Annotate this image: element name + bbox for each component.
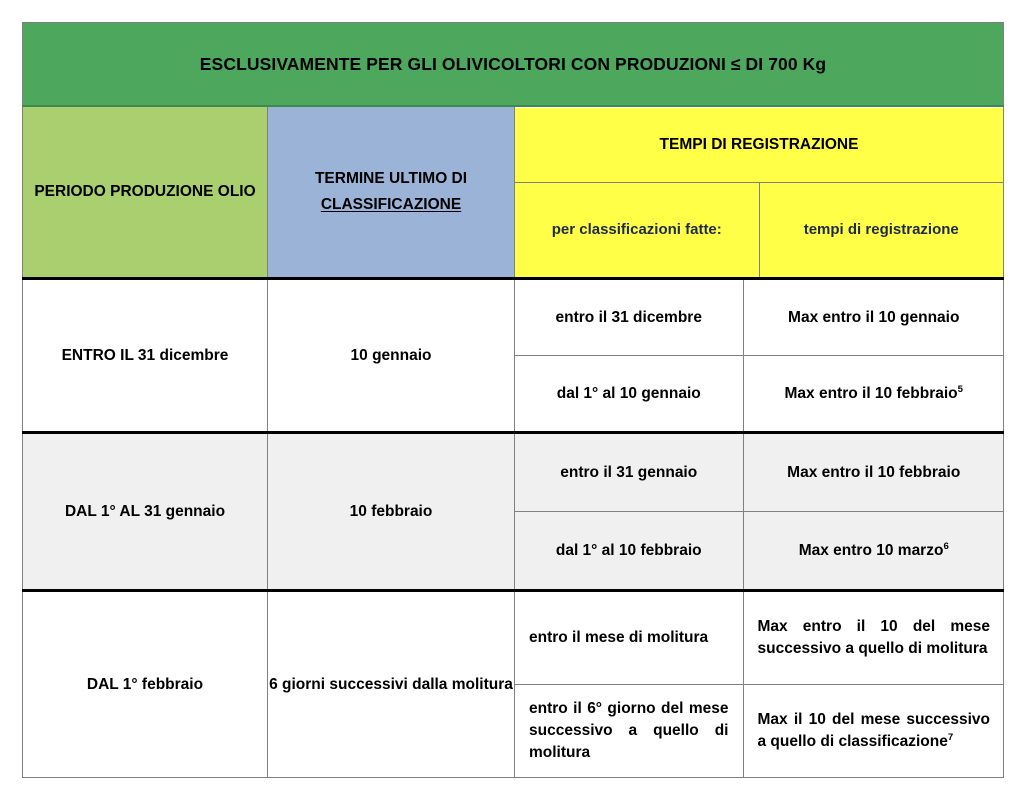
table-row: DAL 1° febbraio 6 giorni successivi dall… (22, 589, 1004, 778)
table-header-row: PERIODO PRODUZIONE OLIO TERMINE ULTIMO D… (22, 105, 1004, 279)
registration-pairs-table: entro il 31 dicembre Max entro il 10 gen… (515, 280, 1004, 431)
header-per-classificazioni-fatte: per classificazioni fatte: (515, 181, 760, 277)
pair-row: entro il 6° giorno del mese successivo a… (515, 684, 1004, 777)
pair-classification: entro il 31 gennaio (515, 434, 744, 512)
header-subtable: TEMPI DI REGISTRAZIONE per classificazio… (515, 107, 1003, 277)
row-registration-pairs: entro il mese di molitura Max entro il 1… (514, 589, 1004, 778)
pair-classification: entro il 6° giorno del mese successivo a… (515, 684, 744, 777)
pair-registration: Max entro 10 marzo6 (742, 511, 1004, 589)
header-tempi-di-registrazione-sub: tempi di registrazione (758, 181, 1003, 277)
table-title-row: ESCLUSIVAMENTE PER GLI OLIVICOLTORI CON … (22, 22, 1004, 107)
row-deadline: 10 febbraio (267, 431, 515, 591)
pair-registration-text: Max entro il 10 febbraio (787, 463, 961, 481)
pair-registration: Max entro il 10 febbraio (742, 434, 1004, 512)
pair-registration: Max entro il 10 febbraio5 (742, 355, 1004, 431)
pair-registration-text: Max entro il 10 febbraio (784, 384, 958, 402)
pair-registration-text: Max entro 10 marzo (798, 541, 944, 559)
pair-registration-footnote: 5 (957, 383, 963, 395)
pair-registration-text: Max entro il 10 del mese successivo a qu… (757, 618, 991, 657)
pair-classification: entro il 31 dicembre (515, 280, 744, 356)
registration-times-table-container: ESCLUSIVAMENTE PER GLI OLIVICOLTORI CON … (22, 22, 1004, 778)
header-periodo-produzione-olio: PERIODO PRODUZIONE OLIO (22, 105, 268, 279)
pair-registration: Max il 10 del mese successivo a quello d… (742, 684, 1004, 777)
pair-registration: Max entro il 10 del mese successivo a qu… (742, 592, 1004, 685)
pair-row: entro il 31 gennaio Max entro il 10 febb… (515, 434, 1004, 512)
pair-registration-text: Max entro il 10 gennaio (788, 308, 960, 326)
pair-classification: entro il mese di molitura (515, 592, 744, 685)
pair-registration-footnote: 6 (943, 540, 949, 552)
row-registration-pairs: entro il 31 dicembre Max entro il 10 gen… (514, 277, 1004, 433)
row-deadline: 10 gennaio (267, 277, 515, 433)
header-termine-ultimo-classificazione: TERMINE ULTIMO DI CLASSIFICAZIONE (267, 105, 515, 279)
pair-row: entro il 31 dicembre Max entro il 10 gen… (515, 280, 1004, 356)
table-title: ESCLUSIVAMENTE PER GLI OLIVICOLTORI CON … (22, 22, 1004, 107)
table-row: ENTRO IL 31 dicembre 10 gennaio entro il… (22, 277, 1004, 433)
pair-classification: dal 1° al 10 gennaio (515, 355, 744, 431)
header-tempi-di-registrazione-group: TEMPI DI REGISTRAZIONE per classificazio… (514, 105, 1004, 279)
row-deadline: 6 giorni successivi dalla molitura (267, 589, 515, 778)
registration-times-table: ESCLUSIVAMENTE PER GLI OLIVICOLTORI CON … (22, 22, 1004, 778)
header-group-title-row: TEMPI DI REGISTRAZIONE (515, 107, 1003, 183)
header-tempi-di-registrazione: TEMPI DI REGISTRAZIONE (515, 107, 1003, 183)
row-registration-pairs: entro il 31 gennaio Max entro il 10 febb… (514, 431, 1004, 591)
table-row: DAL 1° AL 31 gennaio 10 febbraio entro i… (22, 431, 1004, 591)
pair-registration-footnote: 7 (947, 731, 954, 743)
registration-pairs-table: entro il 31 gennaio Max entro il 10 febb… (515, 434, 1004, 589)
pair-row: dal 1° al 10 febbraio Max entro 10 marzo… (515, 511, 1004, 589)
pair-row: dal 1° al 10 gennaio Max entro il 10 feb… (515, 355, 1004, 431)
header-termine-line1: TERMINE ULTIMO DI (314, 170, 468, 188)
pair-classification: dal 1° al 10 febbraio (515, 511, 744, 589)
row-period: DAL 1° AL 31 gennaio (22, 431, 268, 591)
pair-row: entro il mese di molitura Max entro il 1… (515, 592, 1004, 685)
row-period: ENTRO IL 31 dicembre (22, 277, 268, 433)
header-classificazione-underlined: CLASSIFICAZIONE (320, 196, 462, 213)
row-period: DAL 1° febbraio (22, 589, 268, 778)
registration-pairs-table: entro il mese di molitura Max entro il 1… (515, 592, 1004, 777)
header-subcolumns-row: per classificazioni fatte: tempi di regi… (515, 181, 1003, 277)
pair-registration: Max entro il 10 gennaio (742, 280, 1004, 356)
pair-registration-text: Max il 10 del mese successivo a quello d… (757, 711, 991, 750)
